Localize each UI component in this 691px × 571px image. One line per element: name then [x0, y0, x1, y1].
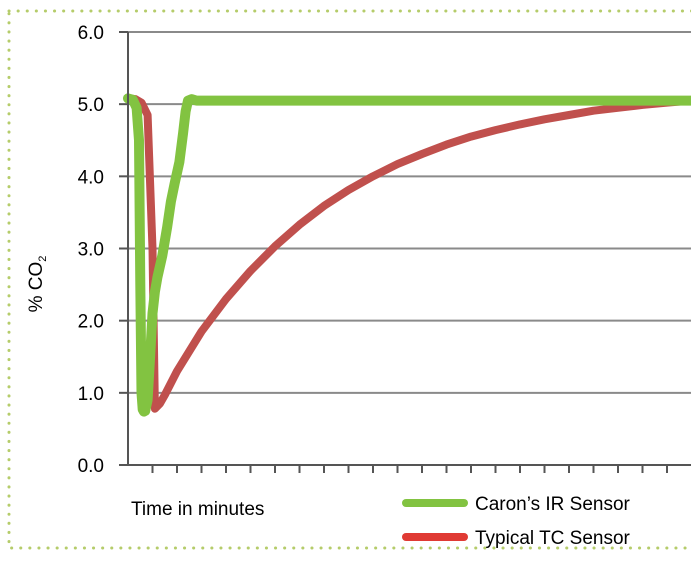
y-tick-label-6: 6.0: [78, 23, 104, 44]
y-tick-label-5: 5.0: [78, 95, 104, 116]
x-axis-label: Time in minutes: [131, 499, 264, 520]
y-tick-label-2: 2.0: [78, 312, 104, 333]
legend: Caron’s IR Sensor Typical TC Sensor: [402, 494, 631, 549]
y-axis-label: % CO2: [26, 256, 49, 313]
y-axis-label-subscript: 2: [37, 256, 49, 262]
legend-label-ir: Caron’s IR Sensor: [475, 494, 631, 515]
y-tick-label-1: 1.0: [78, 384, 104, 405]
y-tick-label-0: 0.0: [78, 456, 104, 477]
y-tick-label-3: 3.0: [78, 240, 104, 261]
series-line-tc-sensor: [124, 94, 691, 413]
series-line-ir-sensor: [123, 93, 691, 417]
chart-border: [7, 9, 691, 550]
x-axis-ticks: [151, 465, 668, 473]
gridlines: [128, 31, 691, 394]
y-axis-ticks: 0.0 1.0 2.0 3.0 4.0 5.0 6.0: [78, 23, 128, 477]
y-tick-label-4: 4.0: [78, 167, 104, 188]
legend-label-tc: Typical TC Sensor: [475, 528, 631, 549]
series-layer: [123, 93, 691, 417]
